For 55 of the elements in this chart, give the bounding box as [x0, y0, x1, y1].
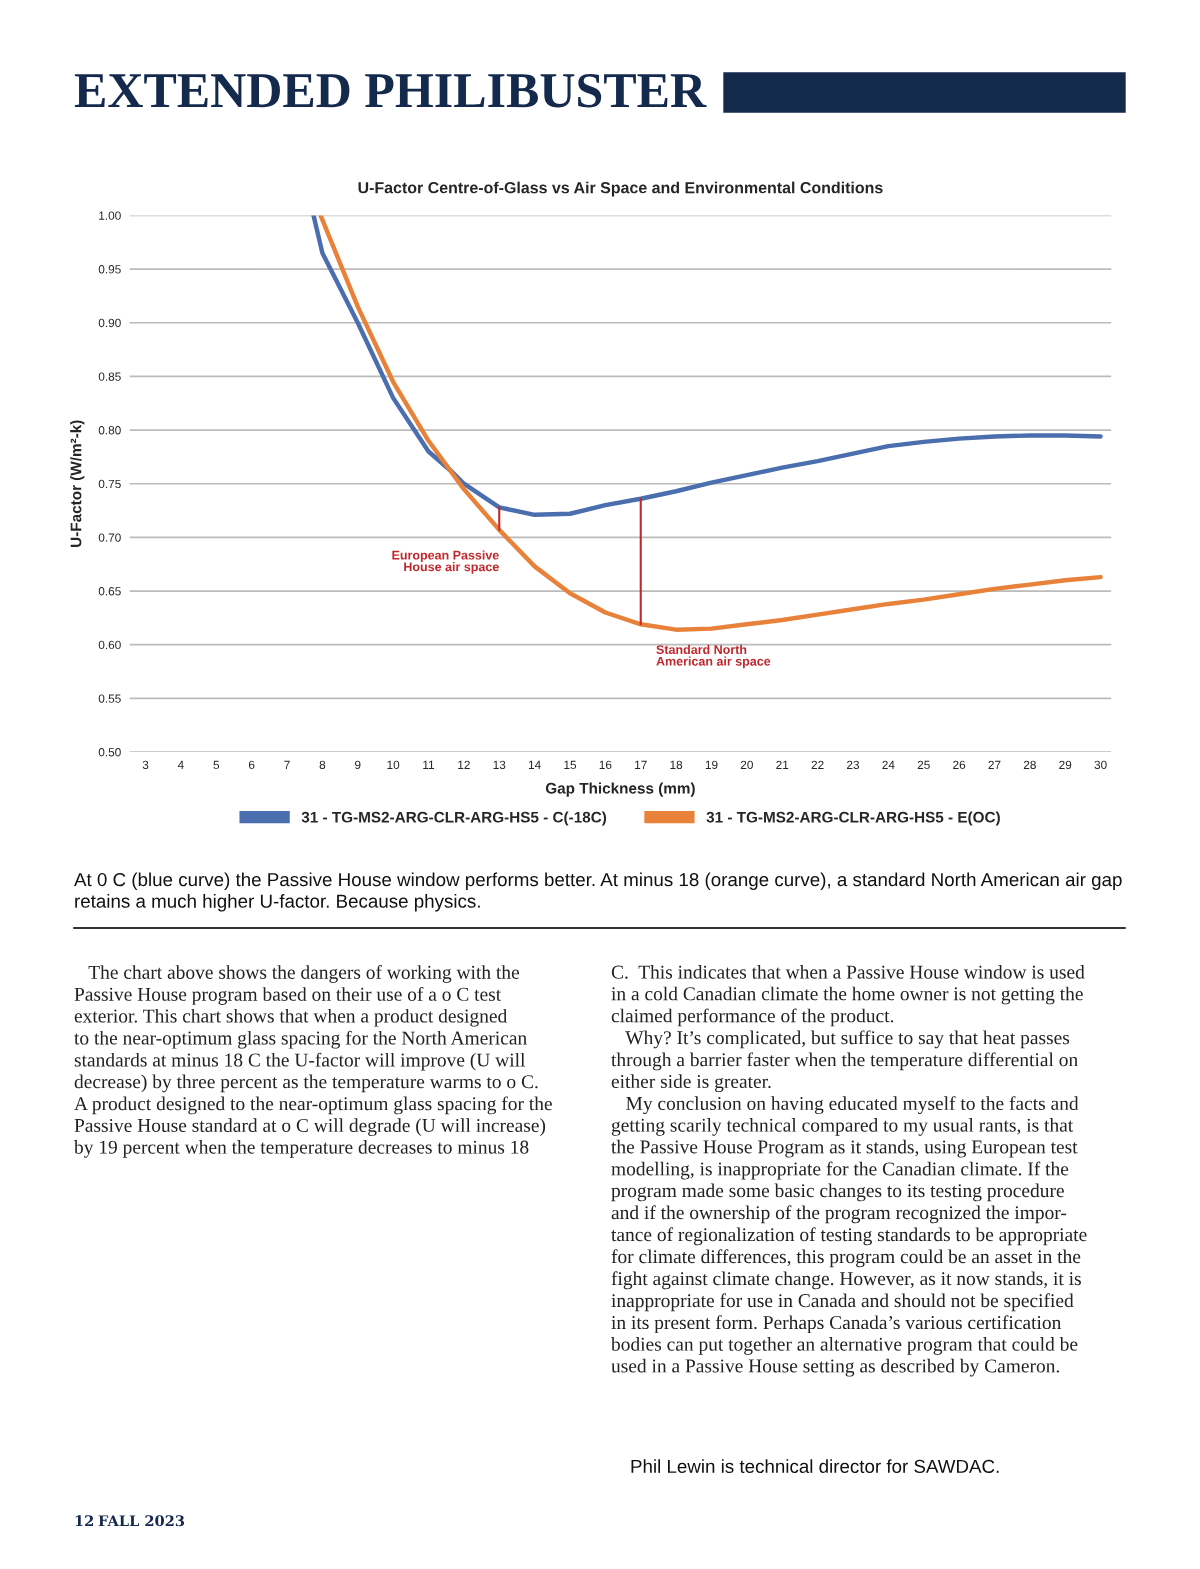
- text: C. This indicates that when a Passive House window is used in a cold Canadian climate the home owner is not getting the claimed performance of the product. Why? It’s complicated, but suffice to say that heat passes through a barrier faster when the temperature differential on either side is greater. My conclusion on having educated myself to the facts and getting scarily technical compared to my usual rants, is that the Passive House Program as it stands, using European test modelling, is inappropriate for the Canadian climate. If the program made some basic changes to its testing procedure and if the ownership of the program recognized the impor- tance of regionalization of testing standards to be appropriate for climate differences, this program could be an asset in the fight against climate change. However, as it now stands, it is inappropriate for use in Canada and should not be specified in its present form. Perhaps Canada’s various certification bodies can put together an alternative program that could be used in a Passive House setting as described by Cameron.: [611, 965, 1087, 1377]
- x-tick-label: 6: [248, 760, 255, 770]
- x-tick-label: 11: [423, 760, 435, 769]
- x-tick-label: 29: [1059, 760, 1072, 770]
- x-tick-label: 26: [953, 760, 966, 770]
- y-tick-label: 0.55: [98, 694, 121, 703]
- x-tick-label: 16: [599, 760, 612, 770]
- x-tick-label: 15: [564, 760, 577, 770]
- x-tick-label: 20: [740, 760, 753, 770]
- x-tick-label: 12: [458, 760, 470, 769]
- line-series: [311, 215, 1103, 518]
- x-tick-label: 13: [493, 760, 506, 770]
- y-tick-label: 0.75: [98, 479, 121, 489]
- y-tick-label: 0.80: [98, 426, 121, 435]
- x-tick-label: 25: [917, 760, 930, 770]
- y-tick-label: 0.85: [98, 372, 121, 381]
- x-tick-label: 22: [811, 760, 824, 769]
- text: FALL 2023: [98, 1515, 185, 1527]
- x-tick-label: 23: [847, 760, 860, 770]
- y-tick-label: 0.95: [98, 265, 121, 274]
- x-tick-label: 10: [387, 760, 400, 770]
- x-tick-label: 28: [1023, 760, 1036, 770]
- x-tick-label: 24: [882, 760, 895, 769]
- x-tick-label: 9: [355, 760, 361, 770]
- y-axis-title: U-Factor (W/m²-k): [70, 420, 85, 547]
- annotation: Standard North American air space: [656, 644, 771, 669]
- text: At 0 C (blue curve) the Passive House window performs better. At minus 18 (orange curve), a standard North American air gap retains a much higher U-factor. Because physics.: [74, 872, 1122, 912]
- x-tick-label: 8: [319, 760, 326, 770]
- x-tick-label: 14: [528, 760, 541, 769]
- y-tick-label: 0.90: [98, 318, 121, 328]
- x-tick-label: 30: [1094, 760, 1107, 770]
- y-tick-label: 0.50: [98, 748, 121, 757]
- text: 12: [75, 1515, 93, 1527]
- x-tick-label: 19: [705, 760, 718, 770]
- y-tick-label: 1.00: [99, 211, 121, 220]
- y-tick-label: 0.70: [98, 533, 121, 542]
- x-axis-title: Gap Thickness (mm): [545, 782, 695, 797]
- x-tick-label: 27: [988, 760, 1001, 769]
- text: Phil Lewin is technical director for SAWDAC.: [631, 1459, 999, 1474]
- legend-label: 31 - TG-MS2-ARG-CLR-ARG-HS5 - C(-18C): [301, 811, 607, 826]
- x-tick-label: 7: [284, 760, 290, 769]
- x-tick-label: 21: [776, 760, 789, 769]
- annotation: European Passive House air space: [392, 550, 499, 574]
- x-tick-label: 3: [142, 760, 149, 770]
- x-tick-label: 5: [213, 760, 220, 770]
- chart-title: U-Factor Centre-of-Glass vs Air Space and Environmental Conditions: [358, 181, 883, 197]
- line-series: [318, 215, 1103, 632]
- x-tick-label: 17: [635, 760, 647, 769]
- x-tick-label: 4: [177, 760, 184, 769]
- legend-label: 31 - TG-MS2-ARG-CLR-ARG-HS5 - E(OC): [706, 811, 1000, 826]
- x-tick-label: 18: [670, 760, 683, 770]
- y-tick-label: 0.60: [98, 640, 121, 650]
- text: EXTENDED PHILIBUSTER: [74, 73, 707, 108]
- y-tick-label: 0.65: [98, 587, 121, 596]
- text: The chart above shows the dangers of working with the Passive House program based on their use of a o C test exterior. This chart shows that when a product designed to the near-optimum glass spacing for the North American standards at minus 18 C the U-factor will improve (U will decrease) by three percent as the temperature warms to o C. A product designed to the near-optimum glass spacing for the Passive House standard at o C will degrade (U will increase) by 19 percent when the temperature decreases to minus 18: [74, 965, 552, 1158]
